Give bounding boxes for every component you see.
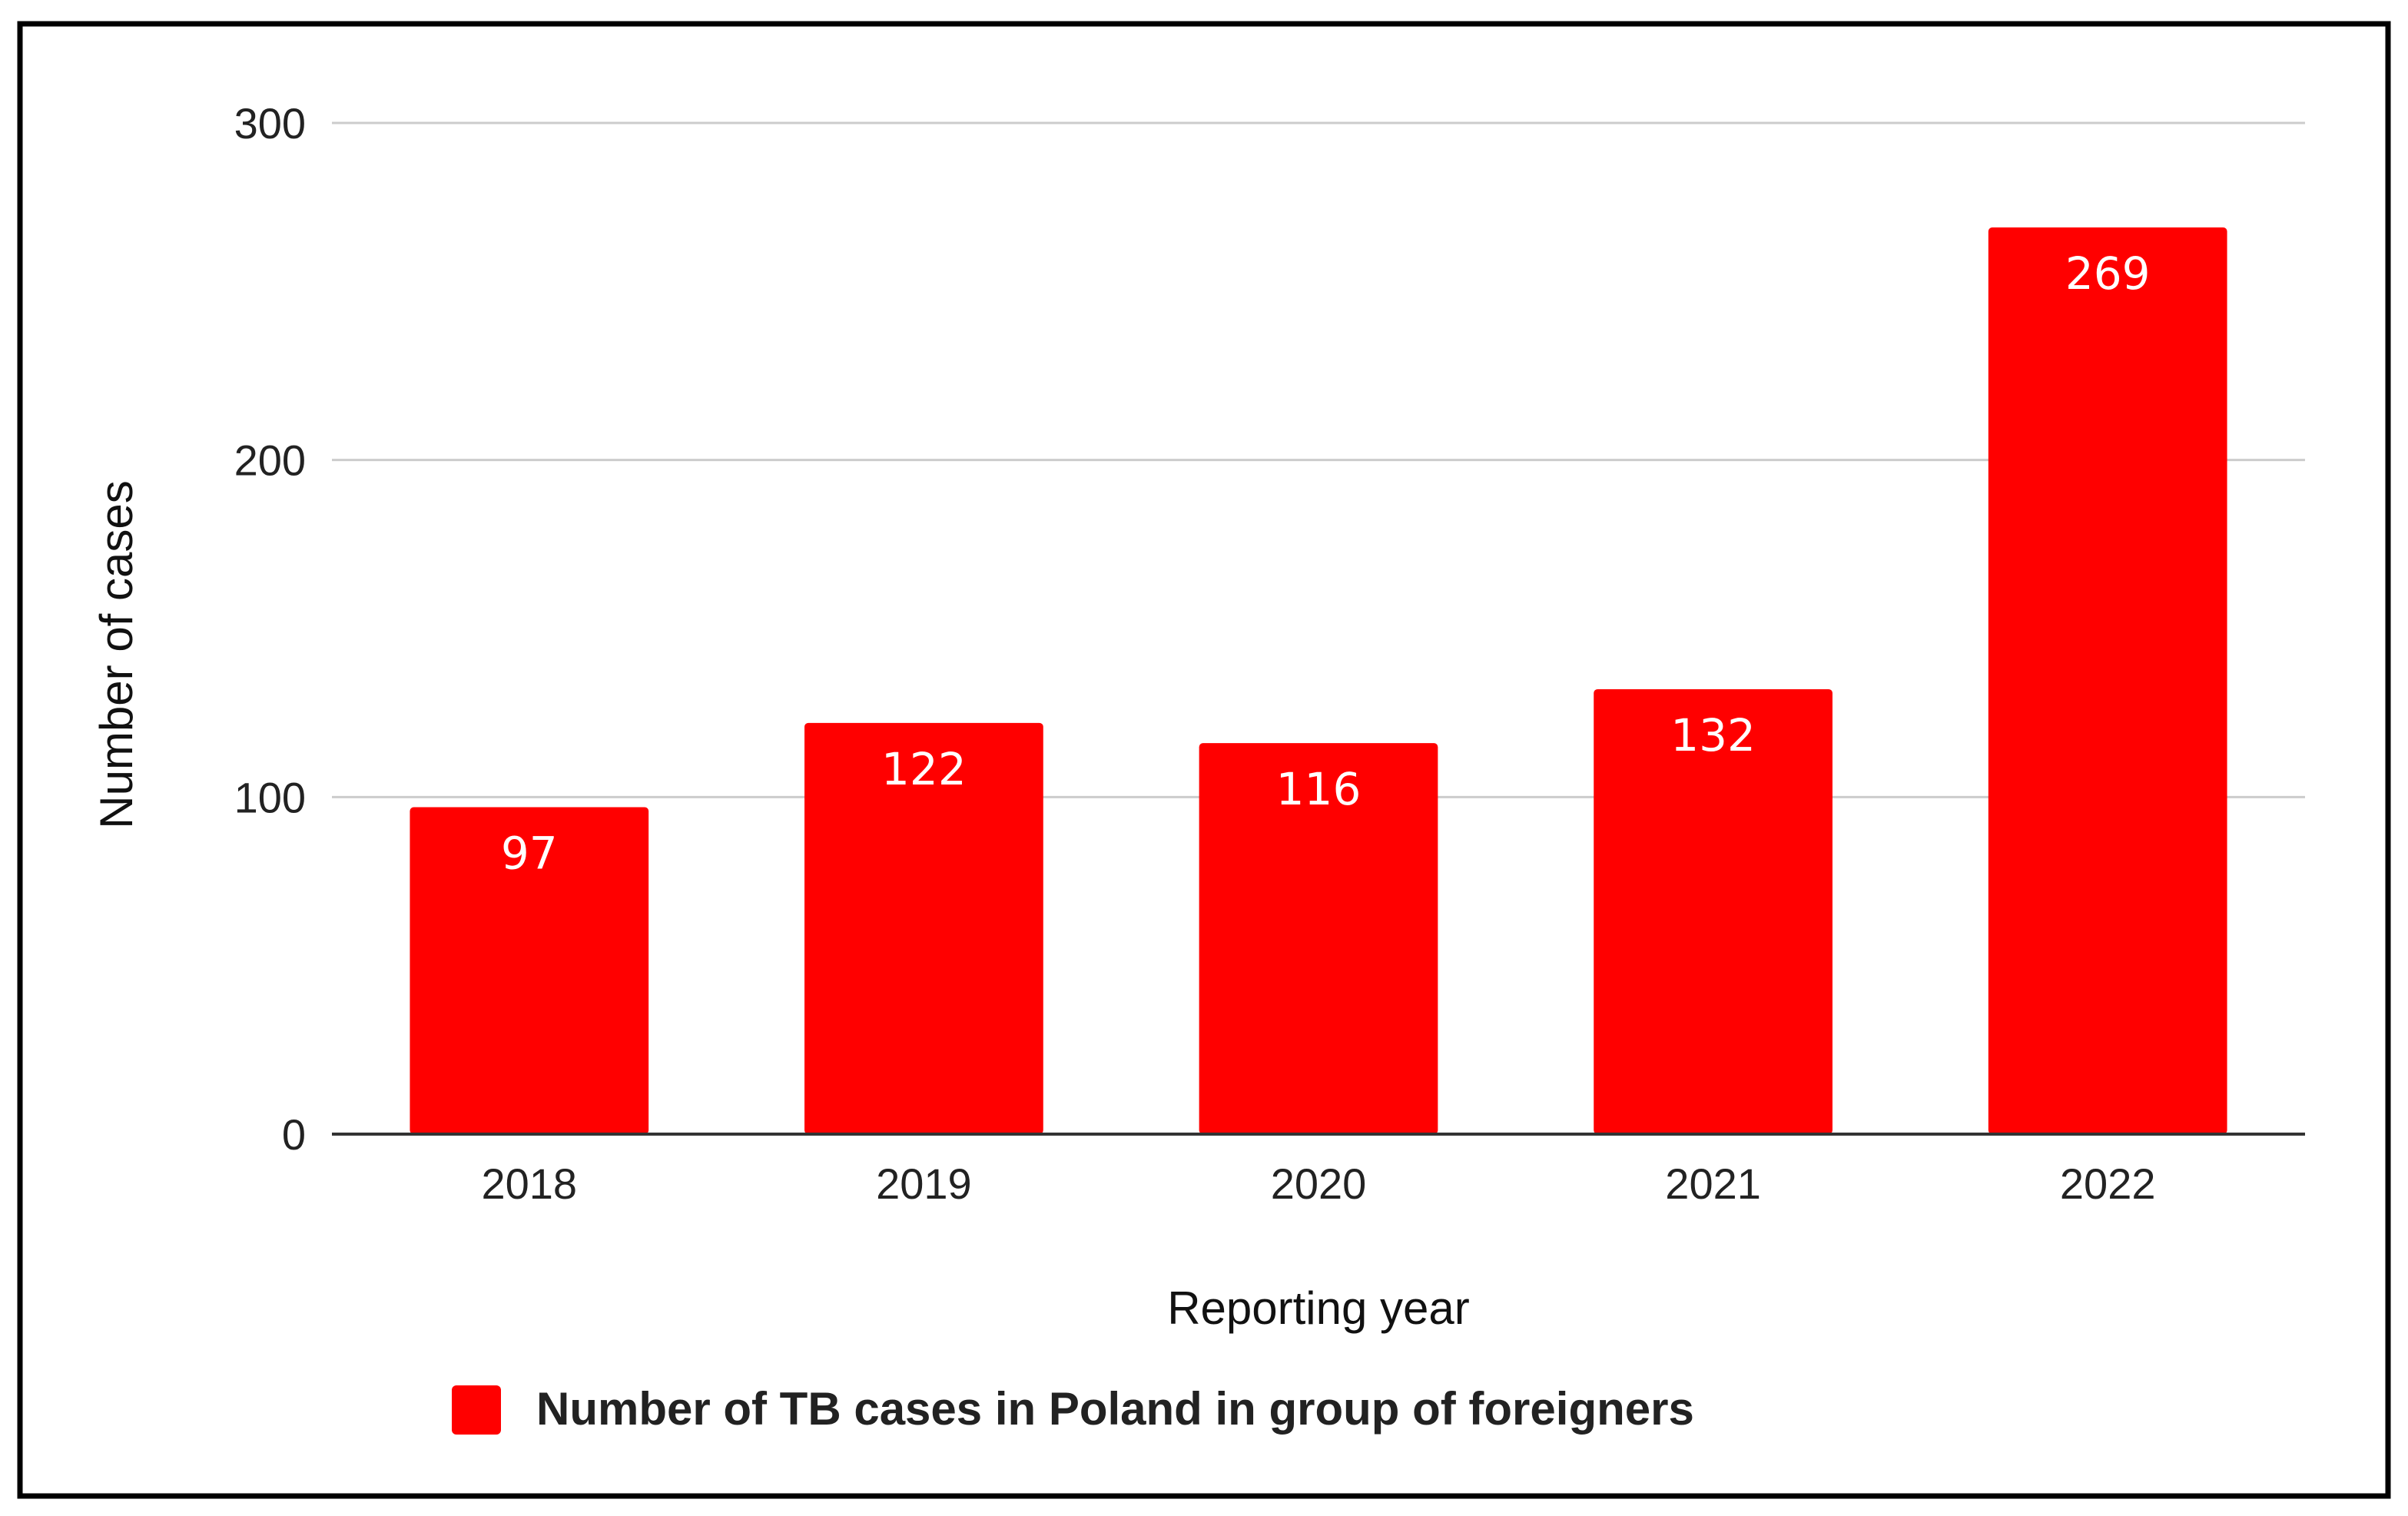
y-tick-label: 100 <box>234 773 306 821</box>
bars: 97 122 116 132 269 <box>410 227 2227 1134</box>
bar-2022 <box>1988 227 2227 1134</box>
data-label-2022: 269 <box>2065 247 2151 300</box>
y-axis-ticks: 0 100 200 300 <box>234 99 306 1159</box>
x-axis-ticks: 2018 2019 2020 2021 2022 <box>482 1159 2156 1208</box>
legend-swatch <box>452 1385 501 1435</box>
y-tick-label: 300 <box>234 99 306 148</box>
x-tick-label-2020: 2020 <box>1271 1159 1367 1208</box>
data-label-2018: 97 <box>501 827 558 879</box>
x-tick-label-2018: 2018 <box>482 1159 578 1208</box>
x-axis-title: Reporting year <box>1167 1282 1470 1334</box>
legend-label: Number of TB cases in Poland in group of… <box>536 1383 1694 1435</box>
bar-2019 <box>804 722 1043 1134</box>
x-tick-label-2022: 2022 <box>2060 1159 2156 1208</box>
bar-2020 <box>1199 743 1438 1134</box>
x-tick-label-2019: 2019 <box>876 1159 972 1208</box>
bar-2018 <box>410 807 649 1134</box>
bar-2021 <box>1594 688 1833 1134</box>
data-label-2019: 122 <box>881 743 967 795</box>
x-tick-label-2021: 2021 <box>1665 1159 1761 1208</box>
y-axis-title: Number of cases <box>91 480 142 829</box>
data-label-2020: 116 <box>1276 763 1362 815</box>
y-tick-label: 200 <box>234 436 306 485</box>
legend: Number of TB cases in Poland in group of… <box>452 1383 1694 1435</box>
data-label-2021: 132 <box>1670 709 1756 761</box>
y-tick-label: 0 <box>282 1110 306 1159</box>
